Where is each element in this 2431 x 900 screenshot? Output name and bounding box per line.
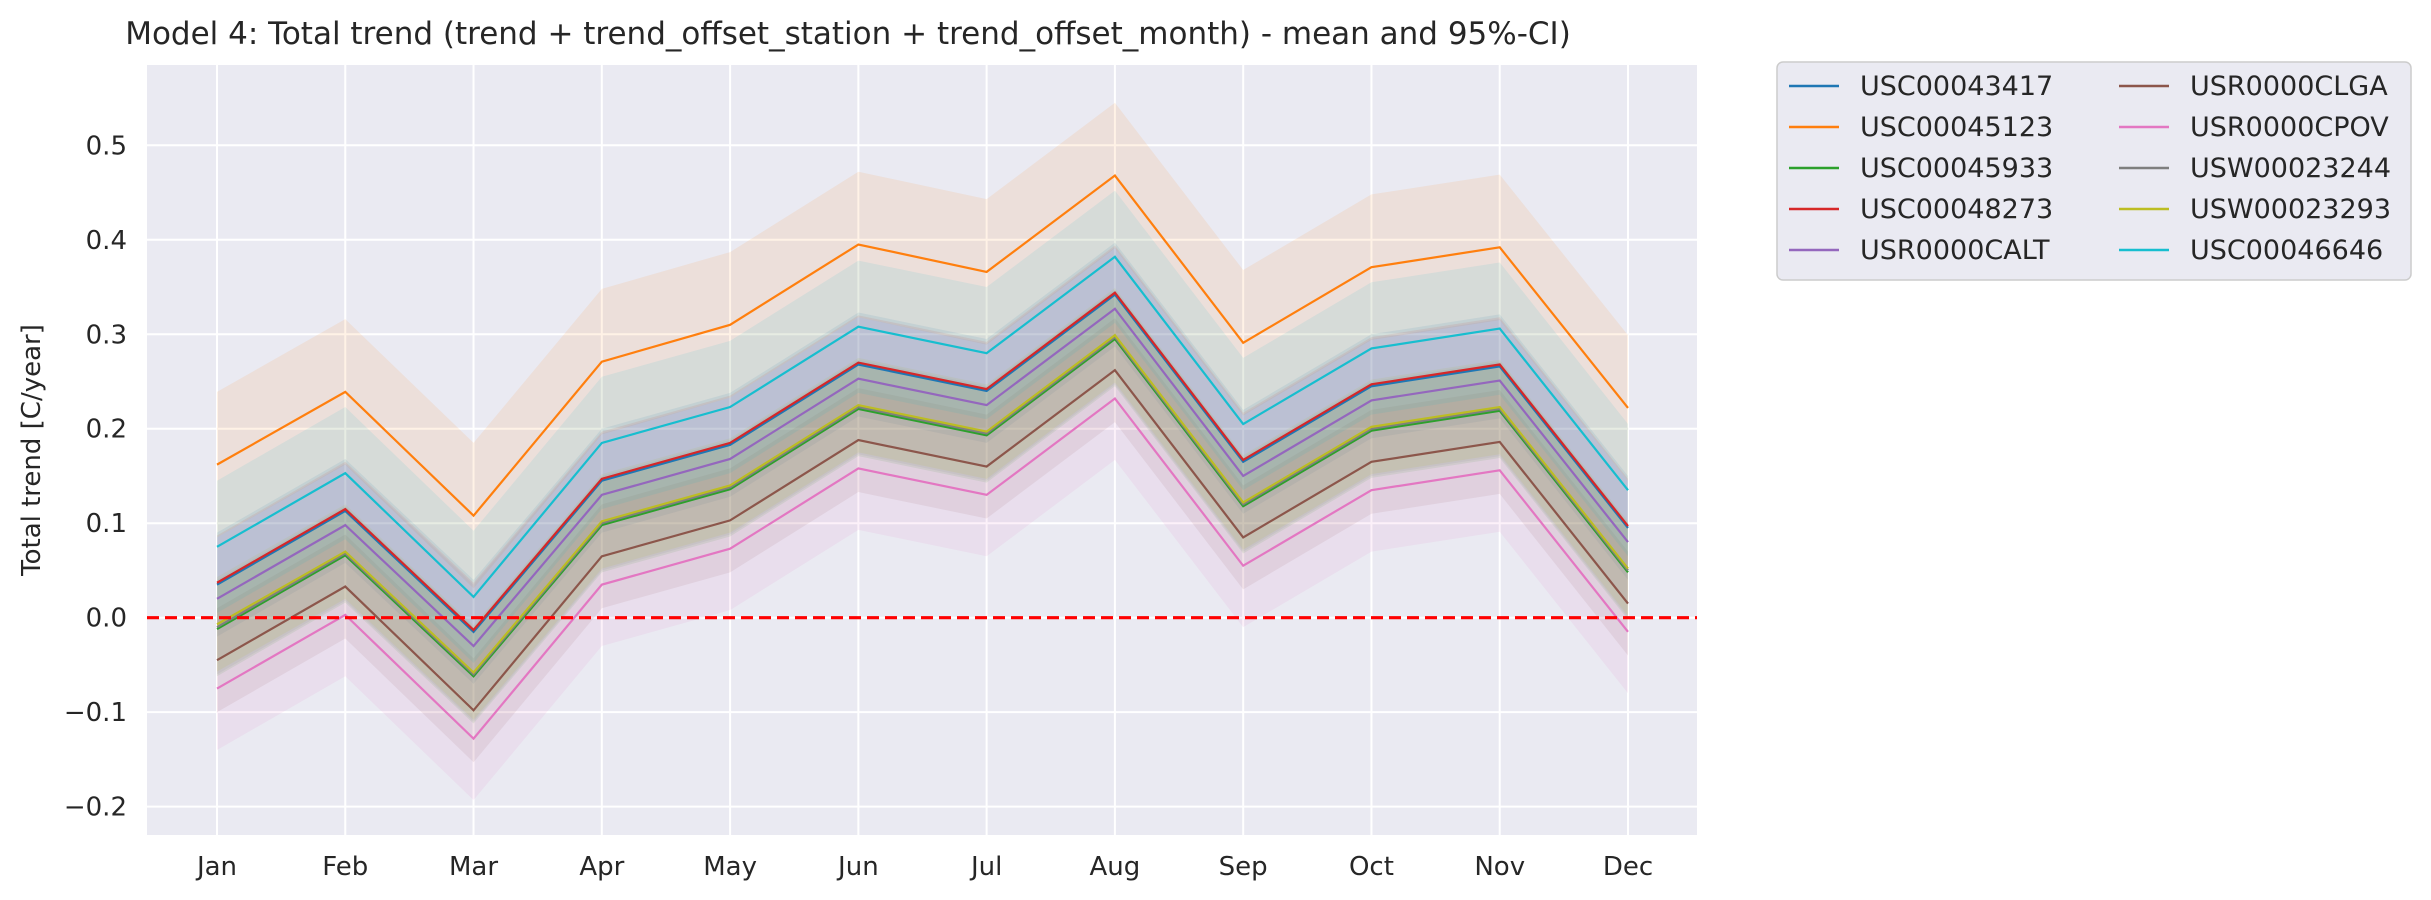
x-tick-label: Apr — [579, 852, 624, 882]
legend-label: USR0000CLGA — [2190, 71, 2388, 102]
x-tick-label: Jul — [969, 852, 1002, 882]
x-tick-label: Jun — [836, 852, 879, 882]
x-tick-labels: Jan Feb Mar Apr May Jun Jul Aug Sep Oct Nov Dec — [195, 852, 1653, 882]
ci-band — [217, 190, 1628, 664]
ci-band — [217, 287, 1628, 720]
ci-band — [217, 337, 1628, 801]
legend-label: USC00045123 — [1860, 112, 2053, 143]
x-tick-label: Jan — [195, 852, 237, 882]
series-line — [216, 255, 1629, 599]
series-line — [216, 333, 1629, 675]
x-tick-label: Feb — [322, 852, 368, 882]
x-tick-label: Aug — [1090, 852, 1141, 882]
ci-band — [217, 102, 1628, 589]
y-tick-label: 0.5 — [86, 131, 127, 161]
y-tick-label: 0.3 — [86, 320, 127, 350]
ci-band — [217, 242, 1628, 684]
x-tick-label: Nov — [1474, 852, 1525, 882]
legend-label: USC00048273 — [1860, 194, 2053, 225]
y-tick-label: 0.0 — [86, 604, 127, 634]
series-line — [216, 307, 1629, 648]
legend-label: USW00023293 — [2190, 194, 2391, 225]
x-tick-label: Mar — [449, 852, 498, 882]
ci-band — [217, 318, 1628, 763]
series-line — [216, 291, 1629, 632]
series-line — [216, 174, 1629, 518]
series-line — [216, 335, 1629, 676]
x-tick-label: Dec — [1603, 852, 1653, 882]
y-tick-label: −0.2 — [64, 793, 127, 823]
legend-label: USR0000CALT — [1860, 235, 2050, 266]
series-line — [216, 368, 1629, 712]
y-tick-labels: −0.2 −0.1 0.0 0.1 0.2 0.3 0.4 0.5 — [64, 131, 127, 822]
series-lines — [216, 174, 1629, 741]
legend-label: USC00043417 — [1860, 71, 2053, 102]
ci-band — [217, 247, 1628, 708]
legend-label: USC00045933 — [1860, 153, 2053, 184]
y-axis-label: Total trend [C/year] — [17, 324, 47, 577]
series-line — [216, 396, 1629, 741]
legend: USC00043417 USC00045123 USC00045933 USC0004… — [1776, 61, 2412, 281]
y-tick-label: 0.2 — [86, 415, 127, 445]
series-line — [216, 337, 1629, 678]
ci-band — [217, 245, 1628, 678]
legend-label: USR0000CPOV — [2190, 112, 2389, 143]
chart-title: Model 4: Total trend (trend + trend_offs… — [125, 16, 1571, 52]
y-tick-label: −0.1 — [64, 698, 127, 728]
series-line — [216, 293, 1629, 634]
y-tick-label: 0.1 — [86, 509, 127, 539]
y-tick-label: 0.4 — [86, 226, 127, 256]
legend-label: USW00023244 — [2190, 153, 2391, 184]
x-tick-label: Oct — [1349, 852, 1394, 882]
legend-box — [1776, 61, 2412, 281]
x-tick-label: Sep — [1219, 852, 1268, 882]
x-tick-label: May — [703, 852, 757, 882]
legend-label: USC00046646 — [2190, 235, 2383, 266]
